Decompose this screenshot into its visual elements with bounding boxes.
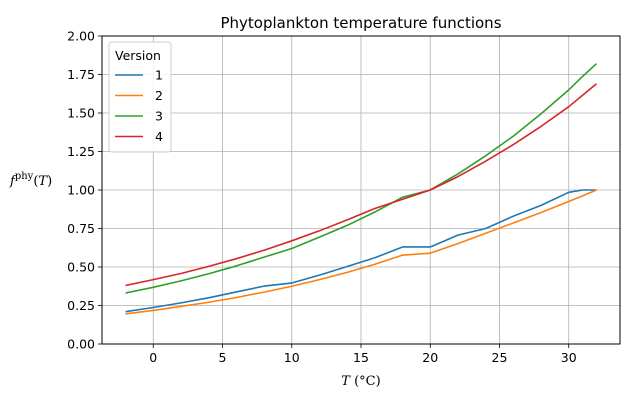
x-tick-label: 20 <box>422 350 438 365</box>
x-axis-label: T (°C) <box>341 374 380 389</box>
legend-label-2: 2 <box>155 88 163 103</box>
grid <box>102 35 620 345</box>
series-line-4 <box>125 83 597 287</box>
series-line-1 <box>125 189 597 313</box>
legend-label-4: 4 <box>155 129 163 144</box>
legend-label-1: 1 <box>155 68 163 83</box>
ticks: 0 5 10 15 20 25 30 0.00 0.25 0.50 0.75 1.00 1.25 1.50… <box>67 29 577 366</box>
y-tick-label: 0.50 <box>67 260 95 275</box>
series-line-2 <box>125 189 597 315</box>
y-tick-label: 0.00 <box>67 337 95 352</box>
y-tick-label: 1.00 <box>67 183 95 198</box>
y-tick-label: 1.75 <box>67 67 95 82</box>
series-lines <box>125 63 597 315</box>
x-tick-label: 0 <box>149 350 157 365</box>
legend-items: 1 2 3 4 <box>115 68 163 144</box>
y-tick-label: 1.25 <box>67 144 95 159</box>
x-tick-label: 5 <box>219 350 227 365</box>
series-line-3 <box>125 63 597 294</box>
x-tick-label: 30 <box>561 350 577 365</box>
legend: Version 1 2 3 4 <box>108 41 172 153</box>
y-tick-label: 0.25 <box>67 298 95 313</box>
x-tick-label: 10 <box>284 350 300 365</box>
y-tick-label: 0.75 <box>67 221 95 236</box>
chart-title: Phytoplankton temperature functions <box>220 14 501 32</box>
y-tick-label: 1.50 <box>67 106 95 121</box>
x-tick-label: 15 <box>353 350 369 365</box>
x-tick-label: 25 <box>492 350 508 365</box>
legend-label-3: 3 <box>155 109 163 124</box>
legend-title: Version <box>115 48 161 63</box>
y-tick-label: 2.00 <box>67 29 95 44</box>
legend-box <box>108 41 172 153</box>
